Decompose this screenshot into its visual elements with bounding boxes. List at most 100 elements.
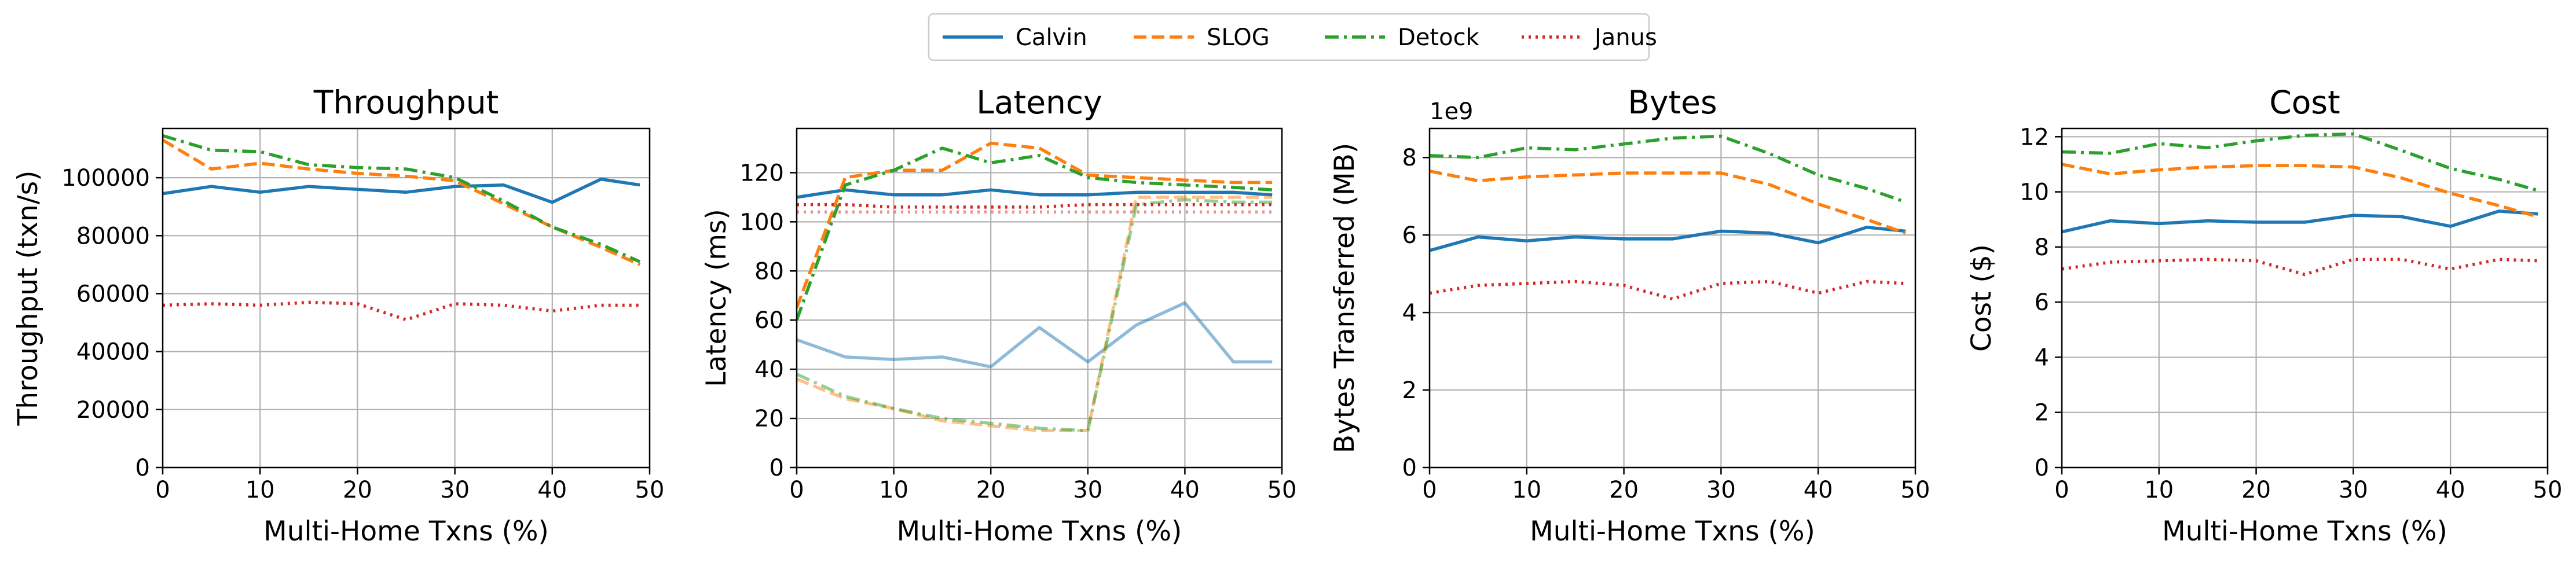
y-tick-label: 40000 [76, 339, 150, 366]
y-tick-label: 100 [740, 209, 784, 235]
series-line-calvin [163, 177, 640, 204]
y-axis-label: Bytes Transferred (MB) [1329, 143, 1361, 453]
series-line-janus [797, 203, 1273, 209]
y-tick-label: 0 [135, 455, 150, 481]
y-tick-label: 60 [754, 307, 784, 334]
series-group [163, 134, 641, 322]
series-line-slog [2062, 163, 2538, 219]
legend-label-janus: Janus [1593, 24, 1657, 51]
y-axis-label: Throughput (txn/s) [12, 171, 44, 426]
x-tick-label: 30 [1706, 477, 1736, 503]
panel-title: Latency [976, 84, 1102, 121]
series-group [797, 141, 1273, 433]
series-line-detock [2062, 132, 2538, 192]
y-axis-label: Cost ($) [1966, 244, 1998, 352]
x-tick-label: 30 [1073, 477, 1102, 503]
series-line-detock-faded [797, 198, 1273, 433]
x-tick-label: 10 [879, 477, 908, 503]
x-axis-label: Multi-Home Txns (%) [263, 516, 549, 547]
series-line-janus [1430, 279, 1906, 301]
panel-title: Cost [2269, 84, 2340, 121]
y-tick-label: 4 [2035, 344, 2049, 371]
series-line-calvin [797, 188, 1273, 199]
series-line-calvin-faded [797, 301, 1273, 369]
y-tick-label: 0 [1402, 455, 1417, 481]
y-tick-label: 120 [740, 160, 784, 186]
y-tick-label: 20 [754, 406, 784, 432]
x-tick-label: 10 [1512, 477, 1541, 503]
x-tick-label: 10 [2144, 477, 2174, 503]
x-tick-label: 50 [2533, 477, 2563, 503]
x-tick-label: 40 [537, 477, 567, 503]
x-tick-label: 0 [789, 477, 804, 503]
y-tick-label: 6 [2035, 289, 2049, 316]
series-line-calvin [2062, 209, 2538, 234]
axes-frame [1428, 127, 1917, 469]
y-axis-label: Latency (ms) [701, 209, 732, 387]
panel-title: Bytes [1628, 84, 1717, 121]
y-tick-label: 2 [2035, 400, 2049, 426]
legend-label-slog: SLOG [1207, 24, 1270, 51]
x-tick-label: 30 [440, 477, 470, 503]
series-line-slog-faded [797, 196, 1273, 433]
x-tick-label: 20 [343, 477, 372, 503]
y-tick-label: 60000 [76, 281, 150, 307]
y-tick-label: 4 [1402, 300, 1417, 326]
series-line-janus [2062, 257, 2538, 277]
legend-frame [928, 13, 1650, 61]
panel-cost: 0 10 20 30 40 50 0 2 4 6 8 10 12 Cost Multi-Home Txns … [1966, 84, 2562, 547]
axes-frame [162, 127, 651, 469]
series-line-janus [163, 300, 640, 322]
y-tick-label: 10 [2020, 179, 2049, 206]
y-tick-label: 20000 [76, 397, 150, 424]
y-tick-label: 0 [2035, 455, 2049, 481]
legend-label-calvin: Calvin [1016, 24, 1087, 51]
series-line-detock [1430, 134, 1907, 204]
y-tick-label: 0 [769, 455, 784, 481]
x-axis-label: Multi-Home Txns (%) [1530, 516, 1815, 547]
y-tick-label: 12 [2020, 124, 2049, 150]
x-tick-label: 10 [245, 477, 275, 503]
series-group [2062, 132, 2538, 277]
panel-title: Throughput [313, 84, 499, 121]
legend: Calvin SLOG Detock Janus [928, 13, 1657, 61]
x-tick-label: 0 [2054, 477, 2069, 503]
x-tick-label: 0 [155, 477, 170, 503]
y-offset-label: 1e9 [1430, 98, 1474, 125]
x-tick-label: 30 [2339, 477, 2368, 503]
series-line-slog [797, 141, 1273, 308]
series-line-detock [163, 134, 641, 263]
x-tick-label: 0 [1422, 477, 1437, 503]
axes-frame [2061, 127, 2549, 469]
y-tick-label: 80000 [76, 223, 150, 249]
y-tick-label: 8 [1402, 145, 1417, 171]
x-tick-label: 50 [1901, 477, 1930, 503]
series-line-slog [1430, 170, 1907, 235]
series-line-detock [797, 146, 1273, 321]
y-tick-label: 40 [754, 356, 784, 383]
x-axis-label: Multi-Home Txns (%) [2162, 516, 2447, 547]
x-tick-label: 40 [2436, 477, 2465, 503]
panel-latency: 0 10 20 30 40 50 0 20 40 60 80 100 120 Latency Multi-H… [701, 84, 1296, 547]
panel-throughput: 0 10 20 30 40 50 0 20000 40000 60000 80000 100000 Th… [12, 84, 664, 547]
x-tick-label: 20 [1609, 477, 1639, 503]
x-tick-label: 20 [976, 477, 1006, 503]
x-tick-label: 40 [1804, 477, 1833, 503]
y-tick-label: 100000 [61, 165, 150, 192]
y-tick-label: 8 [2035, 234, 2049, 261]
legend-label-detock: Detock [1398, 24, 1480, 51]
x-tick-label: 50 [1267, 477, 1297, 503]
y-tick-label: 80 [754, 258, 784, 285]
y-tick-label: 2 [1402, 377, 1417, 404]
chart-panels: 0 10 20 30 40 50020000400006000080000100000Th… [12, 84, 2562, 547]
series-line-slog [163, 138, 641, 266]
series-group [1430, 134, 1907, 301]
series-line-calvin [1430, 226, 1906, 252]
x-axis-label: Multi-Home Txns (%) [897, 516, 1182, 547]
x-tick-label: 50 [635, 477, 665, 503]
panel-bytes: 0 10 20 30 40 50 0 2 4 6 8 Bytes Multi-Home Txns (%)… [1329, 84, 1930, 547]
y-tick-label: 6 [1402, 222, 1417, 249]
x-tick-label: 20 [2241, 477, 2271, 503]
axes-frame [796, 127, 1283, 469]
